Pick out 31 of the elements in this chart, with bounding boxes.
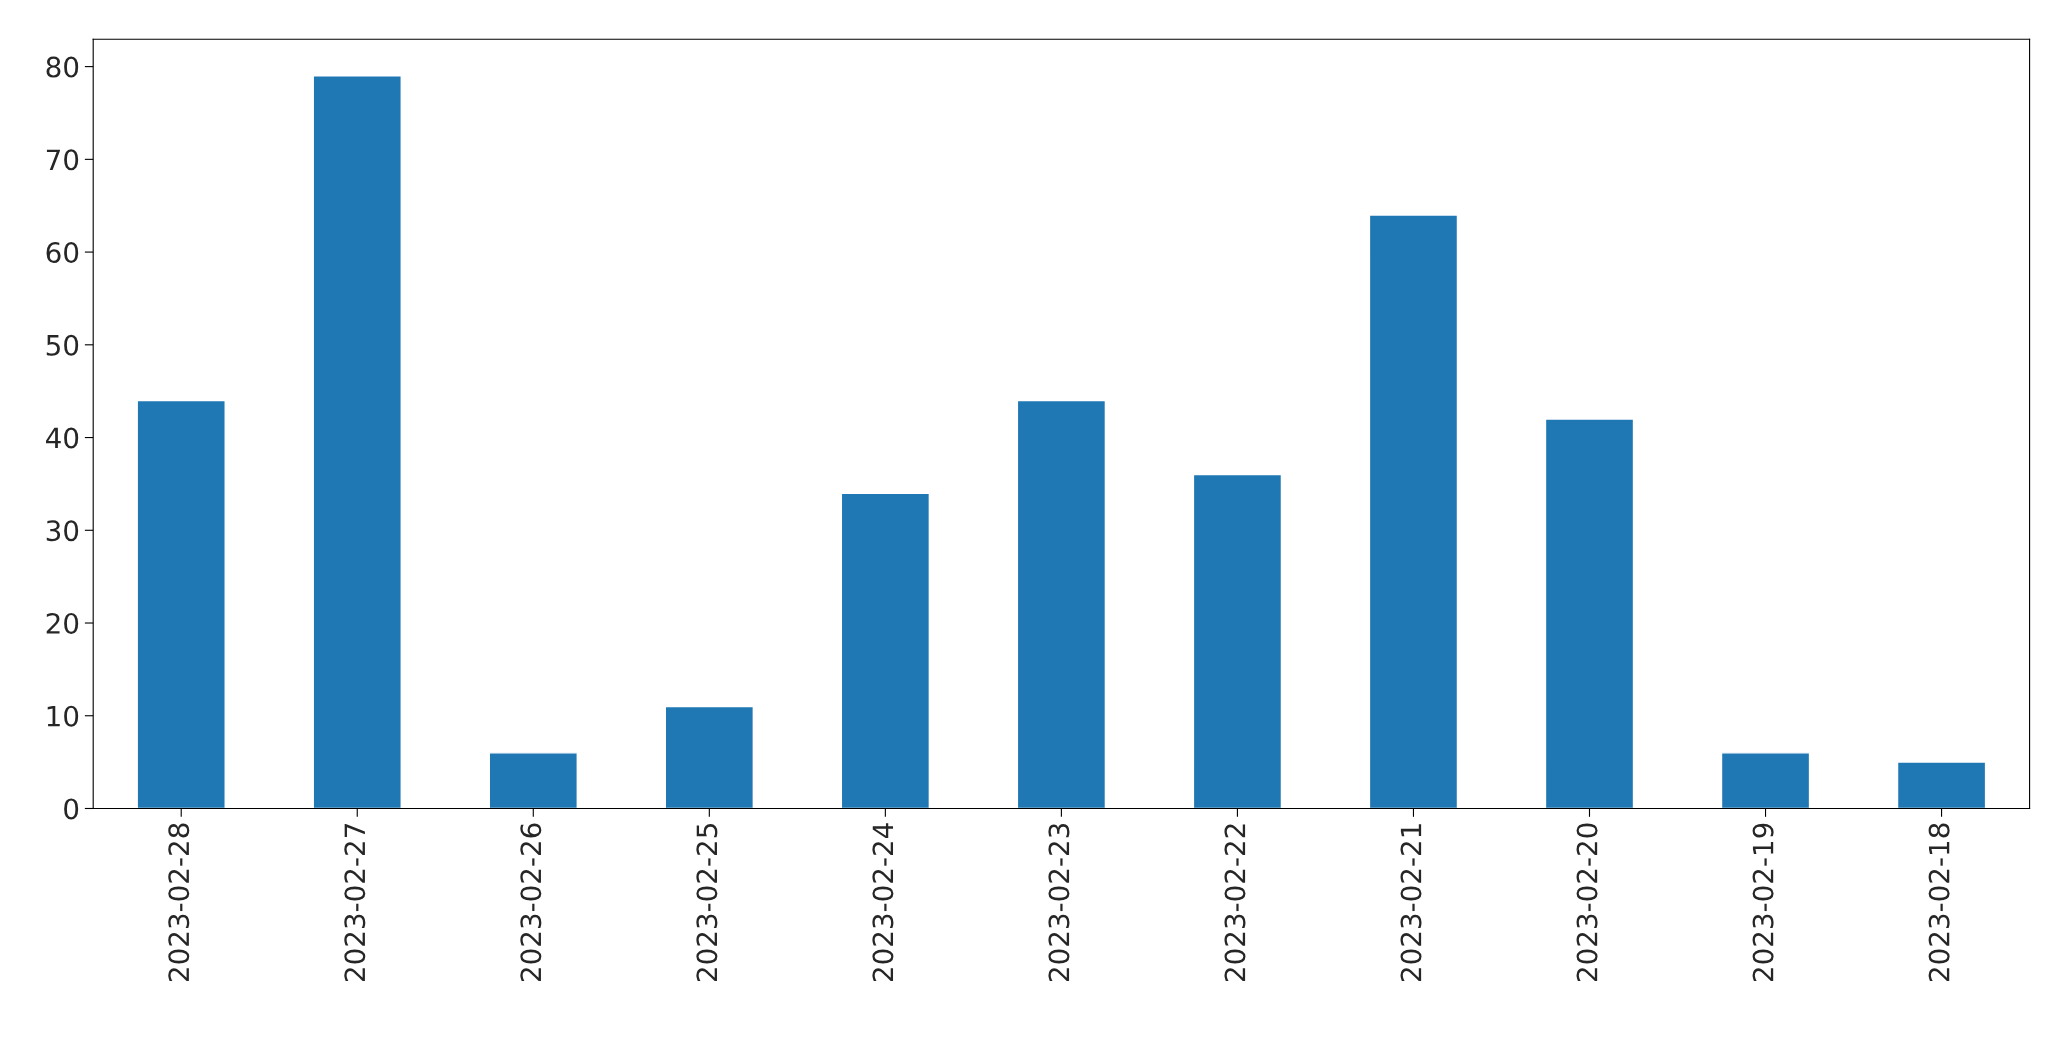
y-tick-label: 60 bbox=[46, 242, 79, 264]
x-tick-label: 2023-02-20 bbox=[1576, 823, 1598, 982]
y-tick-label: 10 bbox=[47, 705, 79, 727]
x-tick-label: 2023-02-25 bbox=[696, 824, 718, 982]
x-tick-label: 2023-02-23 bbox=[1048, 823, 1070, 982]
y-tick-label: 70 bbox=[46, 149, 79, 171]
bar bbox=[1368, 214, 1459, 809]
y-tick-label: 50 bbox=[46, 334, 79, 356]
bar bbox=[1544, 418, 1635, 809]
x-tick-label: 2023-02-19 bbox=[1752, 823, 1774, 982]
bar bbox=[1016, 399, 1107, 809]
y-tick-label: 30 bbox=[46, 520, 79, 542]
x-tick-label: 2023-02-18 bbox=[1928, 823, 1950, 982]
bar bbox=[488, 752, 578, 809]
y-tick-label: 80 bbox=[46, 56, 79, 78]
y-tick-label: 20 bbox=[46, 612, 79, 634]
x-tick-label: 2023-02-28 bbox=[168, 823, 190, 982]
bar bbox=[664, 705, 755, 809]
bar bbox=[1720, 752, 1811, 809]
x-tick-label: 2023-02-21 bbox=[1400, 824, 1422, 982]
bar bbox=[136, 399, 226, 809]
x-tick-label: 2023-02-24 bbox=[872, 823, 894, 982]
y-tick-label: 40 bbox=[46, 427, 79, 449]
bar bbox=[840, 492, 931, 809]
bar bbox=[312, 75, 402, 809]
x-tick-label: 2023-02-26 bbox=[520, 823, 542, 982]
bar bbox=[1896, 761, 1987, 809]
x-tick-label: 2023-02-27 bbox=[344, 824, 366, 982]
bar bbox=[1192, 473, 1283, 809]
x-tick-label: 2023-02-22 bbox=[1224, 824, 1246, 982]
y-tick-label: 0 bbox=[64, 798, 79, 820]
